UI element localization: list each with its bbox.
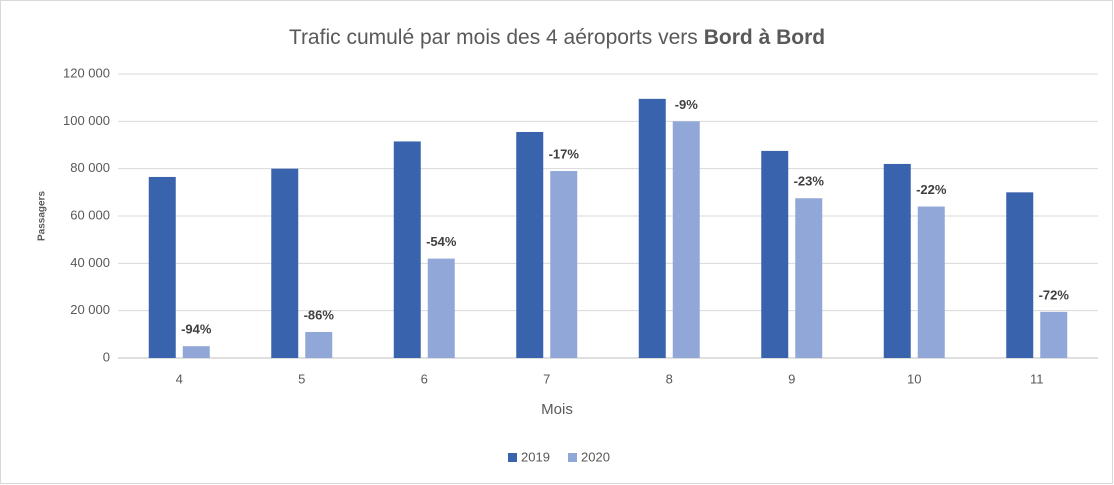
- x-axis-label: Mois: [541, 401, 573, 418]
- x-tick-label: 6: [421, 371, 428, 386]
- x-tick-label: 10: [907, 371, 921, 386]
- bar: [638, 98, 666, 358]
- chart-title: Trafic cumulé par mois des 4 aéroports v…: [289, 26, 825, 49]
- y-tick-label: 40 000: [70, 255, 110, 270]
- x-tick-label: 4: [176, 371, 183, 386]
- bar: [1040, 311, 1068, 358]
- x-tick-label: 8: [666, 371, 673, 386]
- data-label: -17%: [549, 146, 580, 161]
- data-label: -86%: [304, 307, 335, 322]
- data-label: -72%: [1039, 287, 1070, 302]
- bar: [393, 141, 421, 358]
- y-tick-label: 80 000: [70, 160, 110, 175]
- legend-swatch: [568, 453, 577, 462]
- data-label: -9%: [675, 97, 699, 112]
- bar: [182, 346, 210, 358]
- bar: [761, 150, 789, 358]
- data-label: -54%: [426, 234, 457, 249]
- data-label: -94%: [181, 322, 212, 337]
- bar: [917, 206, 945, 358]
- y-tick-label: 100 000: [63, 113, 110, 128]
- bar: [271, 168, 299, 358]
- title-text: Trafic cumulé par mois des 4 aéroports v…: [289, 26, 698, 49]
- x-tick-label: 9: [788, 371, 795, 386]
- bar: [516, 131, 544, 358]
- bar: [1006, 192, 1034, 358]
- legend-label: 2019: [521, 449, 550, 464]
- y-tick-label: 60 000: [70, 207, 110, 222]
- y-tick-label: 20 000: [70, 302, 110, 317]
- bar: [148, 176, 176, 358]
- bar: [550, 171, 578, 358]
- y-axis-label: Passagers: [37, 191, 48, 241]
- x-tick-label: 7: [543, 371, 550, 386]
- bar: [795, 198, 823, 358]
- legend-swatch: [508, 453, 517, 462]
- bar: [672, 121, 700, 358]
- data-label: -22%: [916, 182, 947, 197]
- y-tick-label: 0: [103, 349, 110, 364]
- y-tick-label: 120 000: [63, 65, 110, 80]
- legend-label: 2020: [581, 449, 610, 464]
- bar: [427, 258, 455, 358]
- x-tick-label: 11: [1030, 371, 1044, 386]
- bar: [883, 163, 911, 358]
- title-bold: Bord à Bord: [704, 26, 825, 49]
- data-label: -23%: [794, 174, 825, 189]
- bar: [305, 331, 333, 358]
- x-tick-label: 5: [298, 371, 305, 386]
